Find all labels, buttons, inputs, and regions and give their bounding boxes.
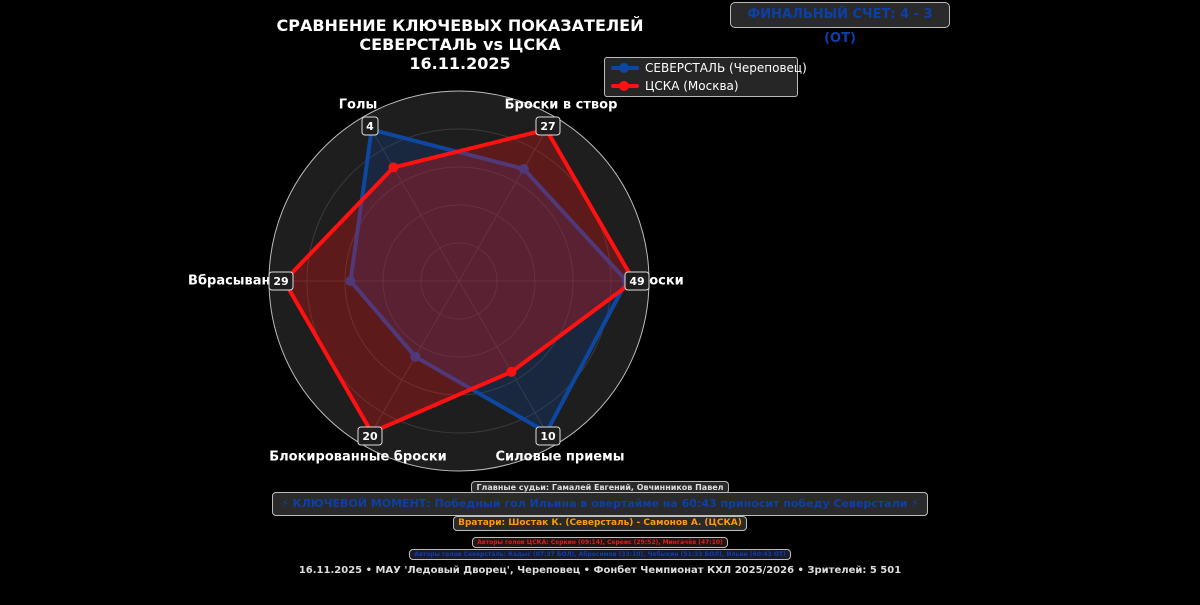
match-footer: 16.11.2025 • МАУ 'Ледовый Дворец', Череп… xyxy=(298,565,902,576)
max-value-box-6 xyxy=(268,271,294,291)
max-value-label-1: 4 xyxy=(366,120,374,133)
chart-title: СРАВНЕНИЕ КЛЮЧЕВЫХ ПОКАЗАТЕЛЕЙ СЕВЕРСТАЛ… xyxy=(160,16,760,73)
goalies-row: Вратари: Шостак К. (Северсталь) - Самоно… xyxy=(0,516,1200,531)
grid-spoke-5 xyxy=(363,280,460,446)
severstal-scorers-row: Авторы голов Северсталь: Кадыс (07:37 БО… xyxy=(0,549,1200,560)
max-value-label-2: 27 xyxy=(540,120,555,133)
chart-legend: СЕВЕРСТАЛЬ (Череповец) ЦСКА (Москва) xyxy=(604,57,807,97)
series-1-point-2 xyxy=(518,163,529,174)
series-1-point-6 xyxy=(345,276,356,286)
key-moment-row: ⚡ КЛЮЧЕВОЙ МОМЕНТ: Победный гол Ильина в… xyxy=(0,492,1200,516)
legend-label-home: СЕВЕРСТАЛЬ (Череповец) xyxy=(645,61,807,75)
series-2-point-4 xyxy=(506,366,517,377)
axis-label-1: Голы xyxy=(339,98,378,113)
max-value-box-5 xyxy=(357,426,383,446)
cska-scorers-text: Авторы голов ЦСКА: Соркин (09:14), Сереи… xyxy=(472,537,728,548)
cska-scorers-row: Авторы голов ЦСКА: Соркин (09:14), Сереи… xyxy=(0,537,1200,548)
max-value-label-3: 49 xyxy=(629,275,644,288)
grid-spoke-4 xyxy=(458,280,555,446)
grid-spoke-1 xyxy=(363,116,460,282)
max-value-box-2 xyxy=(535,116,561,136)
series-2-point-1 xyxy=(388,162,399,173)
max-value-label-4: 10 xyxy=(540,430,556,443)
severstal-scorers-text: Авторы голов Северсталь: Кадыс (07:37 БО… xyxy=(409,549,791,560)
series-1-point-5 xyxy=(410,351,421,362)
max-value-label-5: 20 xyxy=(362,430,378,443)
axis-label-6: Вбрасывания xyxy=(188,274,288,289)
axis-label-5: Блокированные броски xyxy=(269,450,447,465)
legend-label-away: ЦСКА (Москва) xyxy=(645,79,739,93)
key-moment-text: ⚡ КЛЮЧЕВОЙ МОМЕНТ: Победный гол Ильина в… xyxy=(272,492,928,516)
max-value-label-6: 29 xyxy=(273,275,288,288)
max-value-box-1 xyxy=(361,116,379,136)
axis-label-2: Броски в створ xyxy=(505,98,618,113)
max-value-box-4 xyxy=(535,426,561,446)
max-value-box-3 xyxy=(624,271,650,291)
final-score-badge: ФИНАЛЬНЫЙ СЧЕТ: 4 - 3 (ОТ) xyxy=(730,2,950,46)
goalies-text: Вратари: Шостак К. (Северсталь) - Самоно… xyxy=(453,516,747,531)
grid-spoke-2 xyxy=(458,116,555,282)
title-line-1: СРАВНЕНИЕ КЛЮЧЕВЫХ ПОКАЗАТЕЛЕЙ xyxy=(276,16,644,35)
title-line-3: 16.11.2025 xyxy=(409,54,511,73)
title-line-2: СЕВЕРСТАЛЬ vs ЦСКА xyxy=(359,35,561,54)
axis-label-4: Силовые приемы xyxy=(495,450,624,465)
